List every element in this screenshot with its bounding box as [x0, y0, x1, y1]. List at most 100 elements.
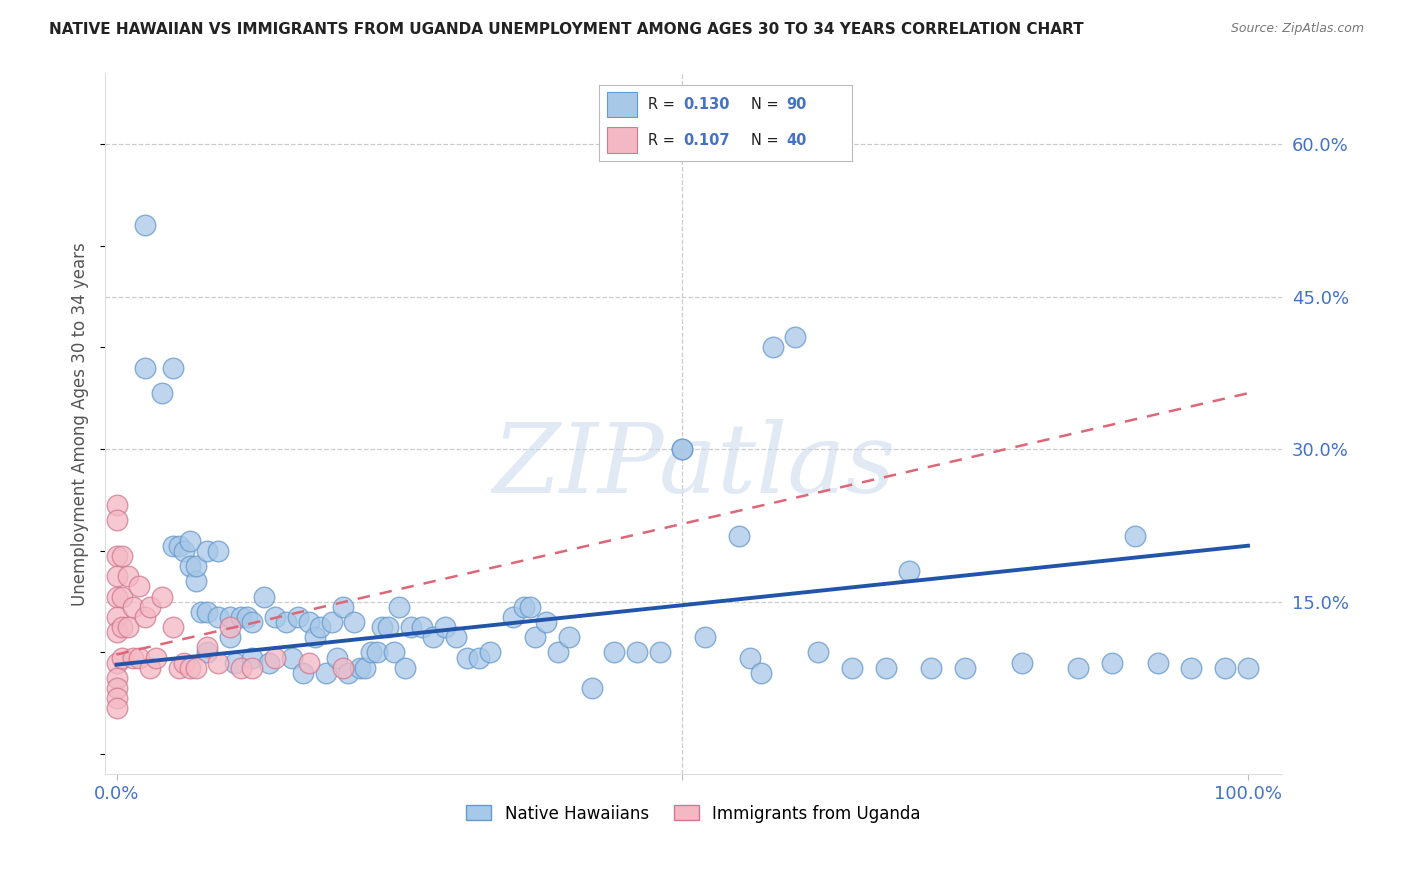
- Point: [173, 656, 195, 670]
- Point: [276, 615, 298, 629]
- Point: [184, 559, 207, 574]
- Point: [897, 564, 920, 578]
- Point: [179, 533, 201, 548]
- Point: [117, 569, 139, 583]
- Point: [134, 360, 156, 375]
- Point: [240, 650, 263, 665]
- Point: [354, 661, 377, 675]
- Point: [292, 665, 315, 680]
- Point: [762, 341, 785, 355]
- Point: [740, 650, 762, 665]
- Point: [411, 620, 433, 634]
- Point: [105, 549, 128, 563]
- Point: [371, 620, 394, 634]
- Point: [693, 630, 716, 644]
- Point: [218, 620, 240, 634]
- Point: [207, 543, 229, 558]
- Point: [134, 610, 156, 624]
- Point: [315, 665, 337, 680]
- Point: [105, 610, 128, 624]
- Point: [207, 656, 229, 670]
- Point: [332, 661, 354, 675]
- Point: [422, 630, 444, 644]
- Point: [366, 645, 388, 659]
- Legend: Native Hawaiians, Immigrants from Uganda: Native Hawaiians, Immigrants from Uganda: [460, 798, 928, 830]
- Point: [224, 656, 246, 670]
- Point: [309, 620, 332, 634]
- Point: [167, 661, 190, 675]
- Point: [841, 661, 863, 675]
- Point: [343, 615, 366, 629]
- Point: [502, 610, 524, 624]
- Point: [195, 605, 218, 619]
- Point: [920, 661, 942, 675]
- Point: [298, 615, 321, 629]
- Point: [287, 610, 309, 624]
- Point: [128, 650, 150, 665]
- Point: [207, 610, 229, 624]
- Point: [105, 691, 128, 706]
- Point: [513, 599, 536, 614]
- Text: NATIVE HAWAIIAN VS IMMIGRANTS FROM UGANDA UNEMPLOYMENT AMONG AGES 30 TO 34 YEARS: NATIVE HAWAIIAN VS IMMIGRANTS FROM UGAND…: [49, 22, 1084, 37]
- Point: [1215, 661, 1237, 675]
- Point: [360, 645, 382, 659]
- Point: [105, 569, 128, 583]
- Point: [399, 620, 422, 634]
- Point: [456, 650, 478, 665]
- Point: [240, 661, 263, 675]
- Point: [264, 650, 287, 665]
- Point: [875, 661, 897, 675]
- Point: [184, 574, 207, 589]
- Point: [128, 579, 150, 593]
- Point: [179, 559, 201, 574]
- Point: [117, 620, 139, 634]
- Point: [478, 645, 501, 659]
- Point: [1011, 656, 1033, 670]
- Point: [252, 590, 274, 604]
- Point: [179, 661, 201, 675]
- Point: [377, 620, 399, 634]
- Point: [264, 610, 287, 624]
- Point: [388, 599, 411, 614]
- Point: [190, 605, 212, 619]
- Point: [349, 661, 371, 675]
- Point: [111, 549, 134, 563]
- Point: [218, 610, 240, 624]
- Point: [240, 615, 263, 629]
- Point: [1123, 528, 1146, 542]
- Point: [671, 442, 693, 457]
- Point: [648, 645, 671, 659]
- Point: [195, 640, 218, 655]
- Point: [1101, 656, 1123, 670]
- Point: [218, 630, 240, 644]
- Point: [145, 650, 167, 665]
- Point: [105, 671, 128, 685]
- Point: [139, 599, 162, 614]
- Point: [162, 360, 184, 375]
- Point: [332, 599, 354, 614]
- Point: [547, 645, 569, 659]
- Point: [122, 599, 145, 614]
- Point: [111, 650, 134, 665]
- Point: [111, 620, 134, 634]
- Point: [751, 665, 773, 680]
- Point: [467, 650, 489, 665]
- Point: [727, 528, 749, 542]
- Point: [304, 630, 326, 644]
- Point: [105, 498, 128, 512]
- Point: [105, 681, 128, 695]
- Point: [671, 442, 693, 457]
- Point: [382, 645, 405, 659]
- Point: [105, 701, 128, 715]
- Point: [229, 661, 252, 675]
- Point: [229, 610, 252, 624]
- Point: [1146, 656, 1168, 670]
- Point: [235, 610, 257, 624]
- Point: [111, 590, 134, 604]
- Point: [105, 656, 128, 670]
- Point: [519, 599, 541, 614]
- Point: [105, 590, 128, 604]
- Point: [1180, 661, 1202, 675]
- Point: [524, 630, 547, 644]
- Text: ZIPatlas: ZIPatlas: [492, 419, 896, 513]
